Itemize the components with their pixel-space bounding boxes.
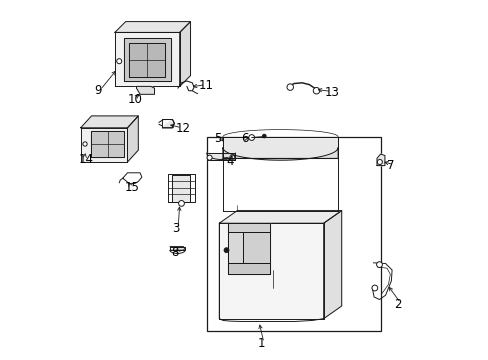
Polygon shape bbox=[81, 116, 138, 128]
Circle shape bbox=[371, 285, 377, 291]
Circle shape bbox=[313, 87, 319, 94]
Polygon shape bbox=[115, 32, 179, 86]
Polygon shape bbox=[323, 211, 341, 319]
Circle shape bbox=[262, 134, 265, 138]
Text: 4: 4 bbox=[226, 156, 234, 168]
Polygon shape bbox=[170, 247, 185, 250]
Text: 11: 11 bbox=[199, 79, 214, 92]
Polygon shape bbox=[81, 128, 127, 162]
Polygon shape bbox=[228, 263, 269, 274]
Text: 9: 9 bbox=[94, 84, 102, 97]
Text: 8: 8 bbox=[171, 246, 178, 258]
Polygon shape bbox=[179, 22, 190, 86]
Polygon shape bbox=[91, 131, 123, 157]
Text: 1: 1 bbox=[257, 337, 264, 350]
Circle shape bbox=[229, 155, 234, 160]
Polygon shape bbox=[129, 43, 165, 77]
Circle shape bbox=[206, 155, 212, 160]
Polygon shape bbox=[219, 223, 323, 319]
Text: 6: 6 bbox=[241, 132, 248, 145]
Circle shape bbox=[248, 135, 254, 140]
Circle shape bbox=[178, 201, 184, 206]
Polygon shape bbox=[123, 38, 170, 81]
Text: 10: 10 bbox=[127, 93, 142, 106]
Text: 12: 12 bbox=[175, 122, 190, 135]
Text: 14: 14 bbox=[78, 153, 93, 166]
Circle shape bbox=[286, 84, 293, 90]
Polygon shape bbox=[376, 154, 384, 166]
Circle shape bbox=[117, 59, 122, 64]
Text: 15: 15 bbox=[124, 181, 139, 194]
Text: 5: 5 bbox=[214, 132, 221, 145]
Polygon shape bbox=[206, 153, 235, 160]
Polygon shape bbox=[136, 86, 154, 94]
Text: 13: 13 bbox=[325, 86, 339, 99]
Polygon shape bbox=[223, 137, 337, 158]
Polygon shape bbox=[162, 120, 174, 128]
Text: 3: 3 bbox=[171, 222, 179, 235]
Circle shape bbox=[224, 248, 228, 253]
Polygon shape bbox=[228, 223, 269, 232]
Text: 2: 2 bbox=[393, 298, 401, 311]
Bar bbox=[206, 137, 381, 331]
Polygon shape bbox=[228, 232, 242, 263]
Text: 7: 7 bbox=[386, 159, 394, 172]
Polygon shape bbox=[223, 148, 337, 160]
Polygon shape bbox=[172, 175, 190, 202]
Polygon shape bbox=[127, 116, 138, 162]
Polygon shape bbox=[115, 22, 190, 32]
Circle shape bbox=[377, 159, 382, 165]
Circle shape bbox=[376, 262, 382, 267]
Polygon shape bbox=[219, 211, 341, 223]
Circle shape bbox=[82, 142, 87, 146]
Polygon shape bbox=[242, 232, 269, 263]
